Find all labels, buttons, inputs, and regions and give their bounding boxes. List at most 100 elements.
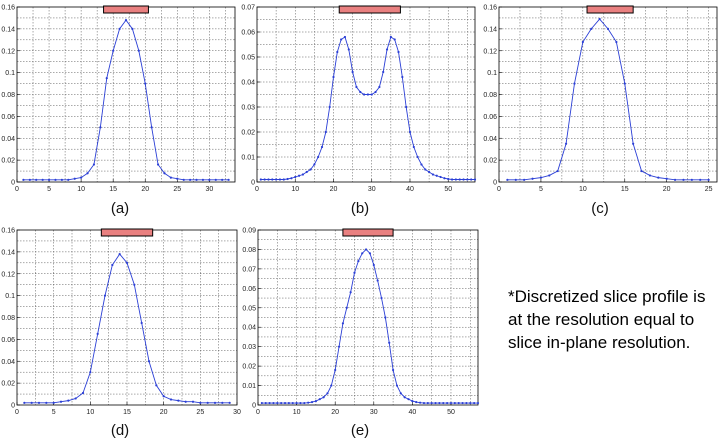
data-point [353, 271, 356, 274]
data-point [665, 177, 668, 180]
data-point [539, 176, 543, 179]
y-tick-label: 0.08 [1, 92, 15, 99]
chart-c: 0 5 10 15 20 25 0 0.02 0.04 0.06 0.08 0.1 0.12 0.14 0.… [483, 5, 718, 193]
data-point [564, 142, 568, 145]
y-tick-label: 0.05 [241, 55, 255, 62]
data-point [271, 178, 274, 181]
data-point [531, 177, 534, 180]
data-point [131, 27, 134, 30]
data-point [287, 401, 290, 405]
data-point [118, 27, 121, 30]
data-point [357, 260, 360, 263]
y-tick-label: 0.09 [242, 228, 256, 235]
data-point [328, 105, 331, 109]
chart-panel-c: 0 5 10 15 20 25 0 0.02 0.04 0.06 0.08 0.1 0.12 0.14 0.… [480, 0, 720, 217]
y-tick-label: 0.12 [483, 48, 497, 55]
x-tick-label: 10 [579, 186, 587, 193]
data-point [303, 401, 306, 405]
data-point [657, 176, 660, 179]
data-point [395, 384, 399, 387]
data-point [99, 126, 102, 129]
x-tick-label: 30 [205, 186, 213, 193]
data-point [169, 176, 172, 179]
data-point [318, 398, 321, 401]
data-point [163, 172, 166, 175]
data-point [384, 316, 387, 319]
panel-label-d: (d) [110, 422, 130, 439]
data-point [60, 178, 63, 181]
data-point [314, 400, 317, 403]
data-point [74, 397, 77, 400]
data-point [364, 248, 368, 251]
data-point [461, 401, 464, 405]
data-point [359, 90, 362, 94]
data-point [275, 178, 278, 181]
data-point [699, 178, 702, 181]
data-point [442, 401, 445, 405]
data-point [299, 401, 302, 405]
data-point [623, 82, 626, 85]
data-point [309, 168, 312, 171]
data-point [514, 178, 517, 181]
x-tick-label: 0 [497, 186, 501, 193]
data-point [401, 75, 404, 79]
data-point [221, 178, 224, 181]
y-tick-label: 0.02 [242, 364, 256, 371]
data-point [349, 291, 352, 294]
data-point [268, 401, 271, 405]
data-point [124, 19, 128, 22]
data-point [632, 142, 635, 145]
y-tick-label: 0.01 [242, 383, 256, 390]
data-point [408, 130, 412, 134]
panel-label-a: (a) [110, 200, 130, 217]
x-tick-label: 5 [47, 186, 51, 193]
data-point [361, 252, 364, 255]
profile-line [261, 248, 478, 404]
y-tick-label: 0.06 [241, 30, 255, 37]
data-point [362, 93, 366, 96]
data-point [473, 178, 477, 181]
data-point [227, 178, 230, 181]
data-point [374, 90, 377, 94]
data-point [267, 178, 270, 181]
x-tick-label: 25 [173, 186, 181, 193]
chart-a: 0 5 10 15 20 25 30 0 0.02 0.04 0.06 0.08 0.1 0.12 0.14… [1, 5, 236, 193]
data-point [399, 392, 402, 395]
x-tick-label: 50 [447, 409, 455, 416]
x-tick-label: 10 [86, 409, 94, 416]
x-tick-label: 5 [539, 186, 543, 193]
data-point [391, 368, 395, 372]
x-tick-label: 30 [370, 409, 378, 416]
chart-b: 0 10 20 30 40 50 0 0.01 0.02 0.03 0.04 0.05 0.06 0.07 [241, 5, 477, 193]
y-tick-label: 0.02 [241, 130, 255, 137]
data-point [322, 396, 325, 399]
data-point [337, 345, 341, 348]
y-tick-label: 0.07 [242, 266, 256, 273]
data-point [118, 252, 121, 256]
y-tick-label: 0.14 [1, 26, 15, 33]
panel-label-b: (b) [350, 200, 370, 217]
data-point [412, 145, 415, 149]
data-point [506, 178, 509, 181]
data-point [30, 401, 33, 404]
data-point [280, 401, 283, 405]
y-tick-label: 0.14 [483, 26, 497, 33]
data-point [372, 263, 375, 267]
data-point [96, 332, 99, 336]
data-point [447, 177, 450, 181]
data-point [640, 169, 643, 173]
data-point [228, 401, 231, 404]
data-point [283, 401, 287, 405]
data-point [201, 178, 205, 181]
data-point [393, 38, 396, 41]
x-tick-label: 0 [256, 409, 260, 416]
data-point [465, 401, 468, 405]
data-point [305, 170, 308, 174]
data-point [307, 401, 310, 404]
data-point [424, 168, 427, 171]
slice-bar [100, 228, 154, 237]
data-point [426, 401, 429, 405]
profile-line [507, 18, 709, 181]
data-point [606, 27, 610, 30]
y-tick-label: 0 [493, 180, 497, 187]
